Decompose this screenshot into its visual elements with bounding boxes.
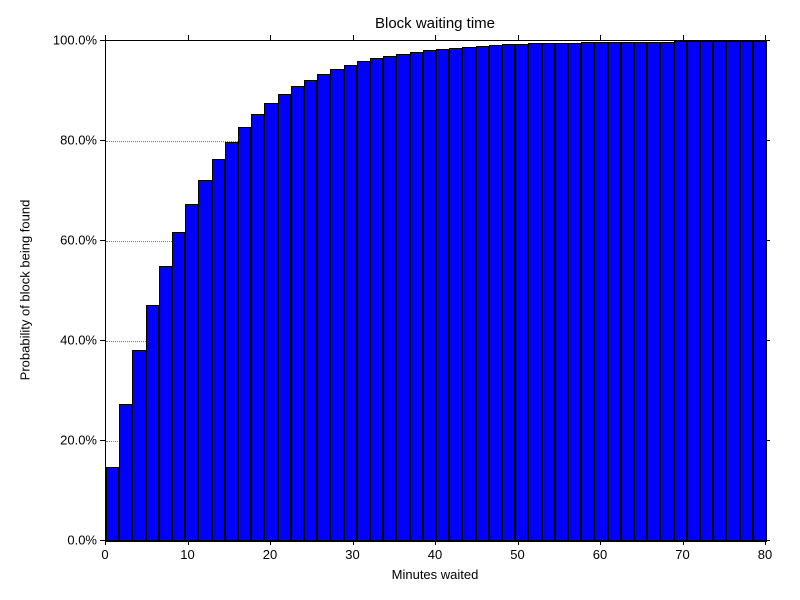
bar [132, 350, 145, 541]
x-tick [105, 540, 106, 545]
x-tick-label: 30 [345, 547, 359, 562]
y-tick [100, 240, 105, 241]
y-tick-label: 80.0% [60, 133, 97, 148]
x-tick-label: 60 [593, 547, 607, 562]
plot-area [105, 40, 767, 542]
bar [674, 41, 687, 541]
x-tick-top [683, 35, 684, 40]
x-tick [600, 540, 601, 545]
chart-figure: Block waiting time Minutes waited Probab… [0, 0, 800, 600]
bar [330, 69, 343, 541]
x-tick-top [188, 35, 189, 40]
bar [700, 41, 713, 541]
bar [344, 65, 357, 541]
bar [423, 50, 436, 541]
x-tick-label: 20 [263, 547, 277, 562]
bar [212, 159, 225, 541]
bar [515, 44, 528, 541]
bar [278, 94, 291, 541]
bar [568, 43, 581, 541]
bar [687, 41, 700, 541]
bar [726, 41, 739, 541]
y-tick [100, 40, 105, 41]
bar [753, 41, 766, 541]
bar [304, 80, 317, 541]
bar [146, 305, 159, 541]
bar [594, 42, 607, 541]
x-tick-label: 50 [510, 547, 524, 562]
bar [238, 127, 251, 541]
bar [621, 42, 634, 541]
bar [106, 467, 119, 541]
y-tick-right [765, 140, 770, 141]
x-tick-label: 40 [428, 547, 442, 562]
bar [476, 46, 489, 541]
x-tick-top [105, 35, 106, 40]
y-tick-right [765, 540, 770, 541]
x-tick-label: 80 [758, 547, 772, 562]
y-tick [100, 540, 105, 541]
y-tick-label: 40.0% [60, 333, 97, 348]
bar [740, 41, 753, 541]
x-tick-top [600, 35, 601, 40]
bar [383, 56, 396, 541]
bar [159, 266, 172, 541]
y-tick-label: 100.0% [53, 33, 97, 48]
x-tick-top [270, 35, 271, 40]
y-tick-right [765, 240, 770, 241]
y-tick-label: 20.0% [60, 433, 97, 448]
bar [251, 114, 264, 541]
y-axis-label: Probability of block being found [18, 200, 33, 381]
bar [291, 86, 304, 541]
bar [119, 404, 132, 541]
x-tick-top [518, 35, 519, 40]
bar [357, 61, 370, 541]
y-tick-label: 0.0% [67, 533, 97, 548]
x-tick-top [435, 35, 436, 40]
y-tick-label: 60.0% [60, 233, 97, 248]
x-axis-label: Minutes waited [392, 567, 479, 582]
bar [502, 44, 515, 541]
bar [225, 142, 238, 541]
bar [634, 42, 647, 541]
x-tick [353, 540, 354, 545]
bar [396, 54, 409, 541]
bar [198, 180, 211, 541]
bar [410, 52, 423, 541]
bar [172, 232, 185, 541]
bar [713, 41, 726, 541]
bar [462, 47, 475, 541]
x-tick [270, 540, 271, 545]
x-tick [435, 540, 436, 545]
bar [542, 43, 555, 541]
y-tick [100, 340, 105, 341]
bar [185, 204, 198, 541]
y-tick-right [765, 440, 770, 441]
x-tick-label: 0 [101, 547, 108, 562]
x-tick [683, 540, 684, 545]
bar [489, 45, 502, 541]
y-tick-right [765, 340, 770, 341]
x-tick-label: 10 [180, 547, 194, 562]
bar [370, 58, 383, 541]
bar [449, 48, 462, 541]
bar [317, 74, 330, 541]
bar [660, 42, 673, 541]
x-tick [188, 540, 189, 545]
y-tick [100, 440, 105, 441]
bar [528, 43, 541, 541]
y-tick [100, 140, 105, 141]
bar [436, 49, 449, 541]
bar [555, 43, 568, 541]
x-tick-top [353, 35, 354, 40]
bar [581, 42, 594, 541]
bar [608, 42, 621, 541]
bar [264, 103, 277, 541]
chart-title: Block waiting time [375, 15, 495, 32]
x-tick [518, 540, 519, 545]
x-tick-label: 70 [675, 547, 689, 562]
bar [647, 42, 660, 541]
y-tick-right [765, 40, 770, 41]
